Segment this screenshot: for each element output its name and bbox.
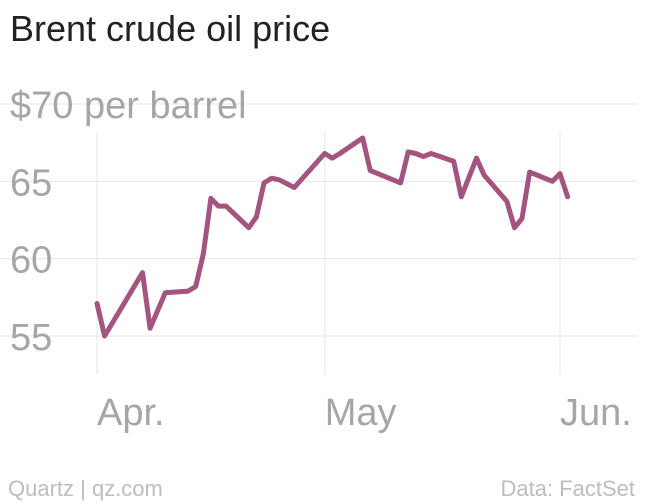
y-tick-label: 65	[10, 162, 52, 204]
x-tick-label: May	[325, 392, 397, 434]
price-series-line	[94, 135, 571, 339]
source-credit: Quartz | qz.com	[8, 476, 163, 501]
y-tick-label: 60	[10, 240, 52, 282]
x-tick-label: Jun.	[560, 392, 632, 434]
data-source: Data: FactSet	[500, 476, 635, 501]
chart-title: Brent crude oil price	[10, 8, 331, 49]
x-tick-label: Apr.	[97, 392, 165, 434]
y-tick-label: 55	[10, 317, 52, 359]
y-tick-label: $70 per barrel	[10, 85, 247, 127]
